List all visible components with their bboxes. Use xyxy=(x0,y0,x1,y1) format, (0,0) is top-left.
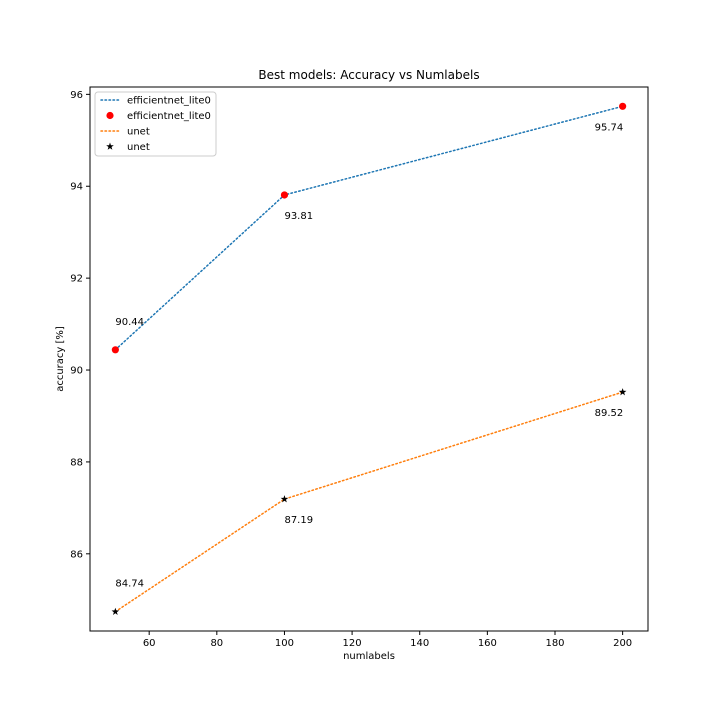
y-tick-label-92: 92 xyxy=(70,274,83,285)
x-axis: 60 80 100 120 140 160 180 200 xyxy=(143,631,632,649)
y-tick-label-96: 96 xyxy=(70,90,83,101)
plot-frame xyxy=(89,86,649,632)
legend-swatch-3 xyxy=(106,142,114,150)
y-tick-label-88: 88 xyxy=(70,457,83,468)
x-tick-label-180: 180 xyxy=(545,638,564,649)
series-markers xyxy=(111,102,627,615)
data-label-efficientnet-lite0-100: 93.81 xyxy=(284,211,313,222)
x-tick-label-80: 80 xyxy=(210,638,223,649)
marker-efficientnet-lite0-100 xyxy=(280,191,289,199)
data-label-unet-100: 87.19 xyxy=(284,515,313,526)
x-tick-label-140: 140 xyxy=(410,638,429,649)
data-label-unet-200: 89.52 xyxy=(595,408,624,419)
legend-label-2: unet xyxy=(127,127,150,138)
plot-area: 90.44 93.81 95.74 84.74 87.19 89.52 xyxy=(89,86,649,632)
x-tick-label-120: 120 xyxy=(343,638,362,649)
x-tick-label-100: 100 xyxy=(275,638,294,649)
y-tick-label-90: 90 xyxy=(70,366,83,377)
y-axis: 86 88 90 92 94 96 xyxy=(70,90,90,560)
marker-efficientnet-lite0-200 xyxy=(619,102,627,110)
legend-label-3: unet xyxy=(127,142,150,153)
marker-efficientnet-lite0-50 xyxy=(111,346,119,354)
x-tick-label-200: 200 xyxy=(613,638,632,649)
legend-label-1: efficientnet_lite0 xyxy=(127,111,211,122)
legend-swatch-1 xyxy=(106,111,114,120)
data-labels: 90.44 93.81 95.74 84.74 87.19 89.52 xyxy=(115,122,623,589)
x-axis-title: numlabels xyxy=(343,651,395,662)
y-tick-label-86: 86 xyxy=(70,549,83,560)
y-tick-label-94: 94 xyxy=(70,182,83,193)
marker-unet-50 xyxy=(111,607,120,615)
data-label-unet-50: 84.74 xyxy=(115,579,144,590)
data-label-efficientnet-lite0-50: 90.44 xyxy=(115,317,144,328)
x-tick-label-160: 160 xyxy=(478,638,497,649)
chart-title: Best models: Accuracy vs Numlabels xyxy=(258,68,479,82)
legend-label-0: efficientnet_lite0 xyxy=(127,96,211,107)
marker-unet-200 xyxy=(618,388,627,396)
x-tick-label-60: 60 xyxy=(143,638,156,649)
series-line-unet xyxy=(114,391,624,613)
data-label-efficientnet-lite0-200: 95.74 xyxy=(595,122,624,133)
y-axis-title: accuracy [%] xyxy=(55,326,66,392)
marker-unet-100 xyxy=(280,495,289,503)
legend-box xyxy=(94,91,217,157)
legend: efficientnet_lite0 efficientnet_lite0unet… xyxy=(94,91,217,157)
